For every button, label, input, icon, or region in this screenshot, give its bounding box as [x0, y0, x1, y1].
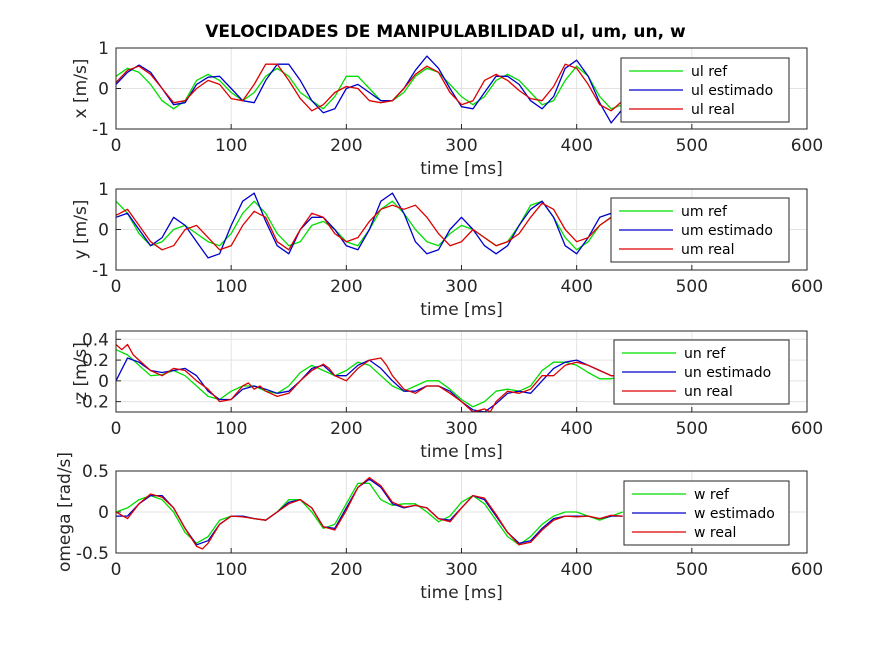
- x-tick-label: 300: [445, 419, 477, 439]
- legend-label: un estimado: [684, 365, 771, 381]
- y-tick-label: 0.4: [82, 330, 109, 350]
- y-tick-label: 1: [98, 39, 109, 59]
- x-tick-label: 200: [330, 419, 362, 439]
- series-line-ref: [116, 482, 623, 546]
- legend-label: un real: [684, 384, 733, 400]
- x-tick-label: 100: [215, 560, 247, 580]
- x-axis-label: time [ms]: [420, 442, 503, 462]
- x-tick-label: 0: [111, 560, 122, 580]
- y-tick-label: 0: [98, 80, 109, 100]
- legend-label: w estimado: [694, 506, 775, 522]
- series-line-real: [116, 476, 623, 550]
- series-line-ref: [116, 349, 623, 408]
- x-tick-label: 0: [111, 419, 122, 439]
- legend-label: ul estimado: [691, 83, 773, 99]
- series-line-estimado: [116, 192, 624, 259]
- x-tick-label: 200: [330, 560, 362, 580]
- series-line-real: [116, 63, 624, 112]
- legend: um ref um estimado um real: [610, 197, 790, 263]
- legend-label: w ref: [694, 487, 730, 503]
- x-tick-label: 400: [560, 277, 592, 297]
- x-tick-label: 0: [111, 136, 122, 156]
- y-tick-label: 0: [98, 503, 109, 523]
- x-tick-label: 500: [676, 277, 708, 297]
- x-tick-label: 300: [445, 277, 477, 297]
- legend: w ref w estimado w real: [623, 480, 790, 546]
- legend-label: um estimado: [681, 223, 773, 239]
- series-line-real: [116, 202, 623, 251]
- y-axis-label: omega [rad/s]: [55, 452, 75, 572]
- y-tick-label: 1: [98, 180, 109, 200]
- x-tick-label: 400: [560, 136, 592, 156]
- y-axis-label: x [m/s]: [71, 59, 91, 119]
- x-tick-label: 500: [676, 419, 708, 439]
- x-tick-label: 600: [791, 136, 823, 156]
- legend: un ref un estimado un real: [613, 339, 790, 405]
- chart-title: VELOCIDADES DE MANIPULABILIDAD ul, um, u…: [205, 22, 686, 42]
- x-tick-label: 600: [791, 277, 823, 297]
- legend: ul ref ul estimado ul real: [620, 57, 790, 123]
- x-tick-label: 500: [676, 560, 708, 580]
- y-axis-label: y [m/s]: [71, 200, 91, 260]
- y-tick-label: -0.5: [76, 544, 109, 564]
- y-tick-label: 0: [98, 372, 109, 392]
- legend-label: um ref: [681, 204, 728, 220]
- x-tick-label: 600: [791, 419, 823, 439]
- y-tick-label: -1: [92, 261, 109, 281]
- x-tick-label: 100: [215, 277, 247, 297]
- legend-label: un ref: [684, 346, 726, 362]
- axes-frame: [115, 47, 808, 130]
- y-tick-label: 0.2: [82, 351, 109, 371]
- legend-label: um real: [681, 242, 735, 258]
- y-tick-label: -0.2: [76, 393, 109, 413]
- legend-label: w real: [694, 525, 736, 541]
- x-tick-label: 0: [111, 277, 122, 297]
- series-line-estimado: [116, 55, 624, 124]
- series-line-estimado: [116, 478, 623, 546]
- series-line-real: [116, 343, 623, 412]
- x-axis-label: time [ms]: [420, 300, 503, 320]
- y-axis-label: z [m/s]: [71, 342, 91, 401]
- x-tick-label: 300: [445, 560, 477, 580]
- x-tick-label: 400: [560, 560, 592, 580]
- x-tick-label: 100: [215, 419, 247, 439]
- legend-label: ul real: [691, 102, 735, 118]
- x-axis-label: time [ms]: [420, 583, 503, 603]
- axes-frame: [115, 330, 808, 413]
- x-tick-label: 200: [330, 277, 362, 297]
- legend-label: ul ref: [691, 64, 728, 80]
- axes-frame: [115, 188, 808, 271]
- x-tick-label: 300: [445, 136, 477, 156]
- x-tick-label: 400: [560, 419, 592, 439]
- x-tick-label: 600: [791, 560, 823, 580]
- x-tick-label: 500: [676, 136, 708, 156]
- x-tick-label: 100: [215, 136, 247, 156]
- y-tick-label: 0.5: [82, 462, 109, 482]
- x-axis-label: time [ms]: [420, 159, 503, 179]
- x-tick-label: 200: [330, 136, 362, 156]
- axes-frame: [115, 470, 808, 554]
- y-tick-label: 0: [98, 221, 109, 241]
- y-tick-label: -1: [92, 120, 109, 140]
